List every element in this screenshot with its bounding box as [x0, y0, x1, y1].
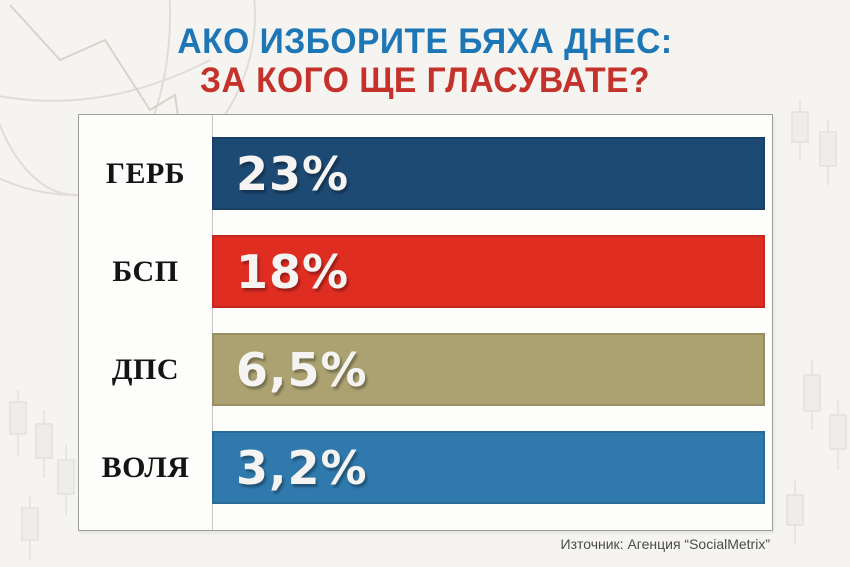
bar-row-volya: ВОЛЯ 3,2% [79, 431, 772, 504]
axis-separator-line [212, 115, 213, 530]
bar-rows: ГЕРБ 23% БСП 18% ДПС 6,5% ВОЛЯ [79, 115, 772, 530]
bar-row-gerb: ГЕРБ 23% [79, 137, 772, 210]
bar-row-bsp: БСП 18% [79, 235, 772, 308]
title-block: АКО ИЗБОРИТЕ БЯХА ДНЕС: ЗА КОГО ЩЕ ГЛАСУ… [0, 22, 850, 100]
source-credit: Източник: Агенция “SocialMetrix” [560, 536, 771, 552]
bar-value-label-gerb: 23% [236, 146, 350, 201]
candlestick-watermark-icon [786, 100, 847, 545]
bar-value-label-bsp: 18% [236, 244, 350, 299]
chart-subtitle: ЗА КОГО ЩЕ ГЛАСУВАТЕ? [199, 61, 651, 101]
bar-row-dps: ДПС 6,5% [79, 333, 772, 406]
chart-title: АКО ИЗБОРИТЕ БЯХА ДНЕС: [177, 22, 673, 61]
bar-value-label-volya: 3,2% [236, 440, 368, 495]
candlestick-watermark-icon [9, 390, 75, 560]
category-label-volya: ВОЛЯ [101, 450, 190, 484]
category-label-bsp: БСП [112, 254, 179, 288]
bar-bsp: 18% [212, 235, 765, 308]
bar-dps: 6,5% [212, 333, 765, 406]
bar-volya: 3,2% [212, 431, 765, 504]
chart-panel: ГЕРБ 23% БСП 18% ДПС 6,5% ВОЛЯ [78, 114, 773, 531]
category-label-gerb: ГЕРБ [105, 156, 186, 190]
bar-gerb: 23% [212, 137, 765, 210]
bar-value-label-dps: 6,5% [236, 342, 368, 397]
category-label-dps: ДПС [111, 352, 180, 386]
